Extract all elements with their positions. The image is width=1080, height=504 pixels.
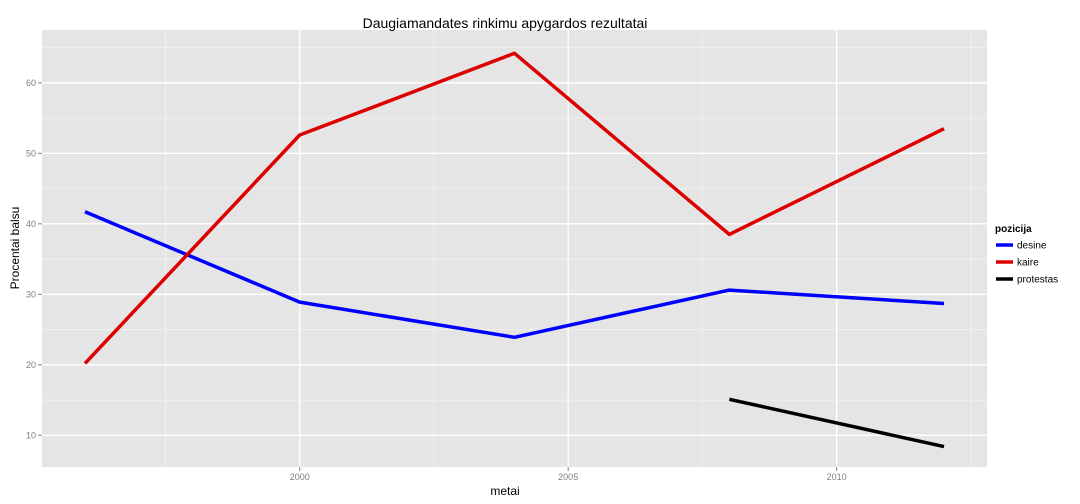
legend-title: pozicija <box>995 224 1032 235</box>
x-tick-label: 2000 <box>290 472 310 482</box>
series-line-protestas <box>728 397 945 449</box>
series-line-desine <box>84 210 945 340</box>
plot-panel <box>42 30 987 467</box>
series-line-kaire <box>83 51 945 365</box>
y-axis-ticks: 10 20 30 40 50 60 <box>26 78 42 440</box>
legend-label-desine: desine <box>1017 241 1047 252</box>
x-axis-ticks: 2000 2005 2010 <box>290 467 847 482</box>
series-layer <box>83 51 945 449</box>
chart-title: Daugiamandates rinkimu apygardos rezulta… <box>363 15 648 31</box>
y-tick-label: 30 <box>26 289 36 299</box>
y-tick-label: 60 <box>26 78 36 88</box>
y-tick-label: 10 <box>26 430 36 440</box>
legend-label-protestas: protestas <box>1017 275 1058 286</box>
y-axis-title: Procentai balsu <box>8 207 22 290</box>
x-tick-label: 2010 <box>827 472 847 482</box>
x-axis-title: metai <box>490 484 519 498</box>
grid-major <box>42 30 987 467</box>
legend-label-kaire: kaire <box>1017 258 1039 269</box>
y-tick-label: 40 <box>26 219 36 229</box>
y-tick-label: 50 <box>26 148 36 158</box>
x-tick-label: 2005 <box>558 472 578 482</box>
legend: pozicija desine kaire protestas <box>995 224 1058 286</box>
y-tick-label: 20 <box>26 360 36 370</box>
